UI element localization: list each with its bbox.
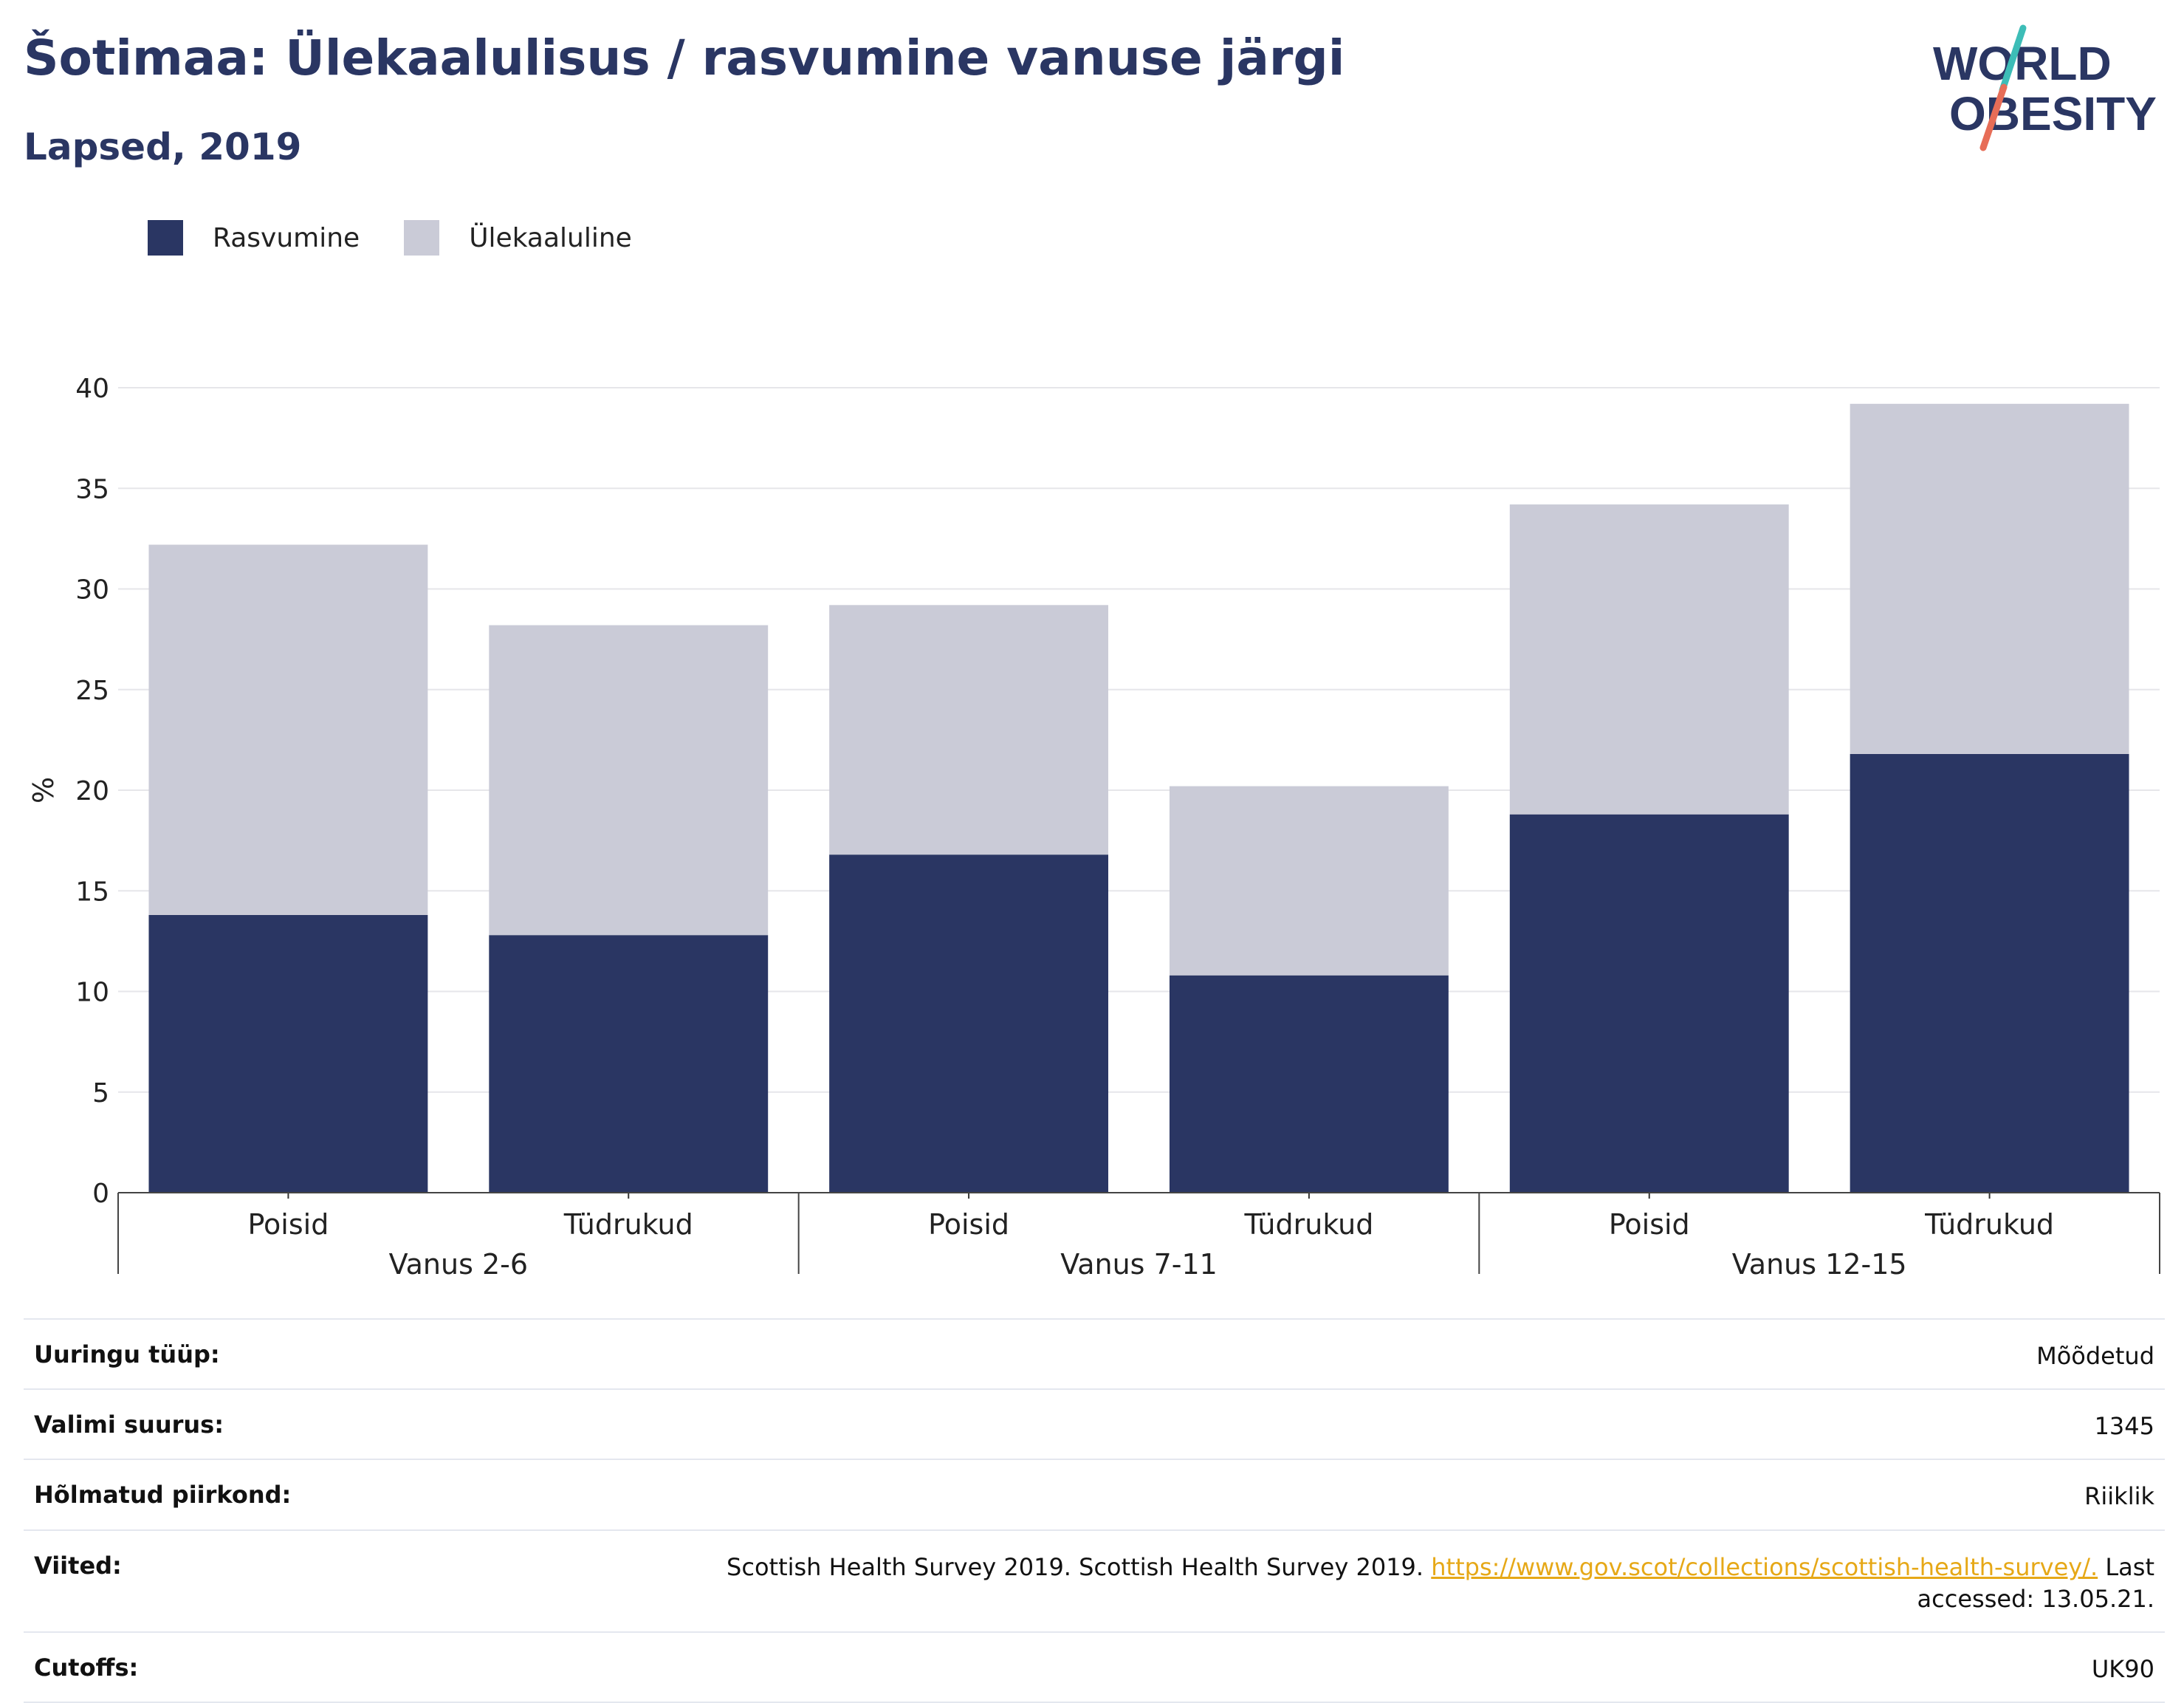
legend-swatch-rasvumine (148, 220, 183, 256)
bar-rasvumine (148, 914, 428, 1193)
info-value: Scottish Health Survey 2019. Scottish He… (604, 1552, 2154, 1615)
x-tick-label: Poisid (247, 1208, 329, 1241)
bar-ulekaaluline (1169, 786, 1449, 976)
info-label: Valimi suurus: (34, 1411, 224, 1439)
bar-rasvumine (1169, 975, 1449, 1193)
bar-rasvumine (1509, 814, 1789, 1193)
bar-rasvumine (829, 854, 1109, 1193)
info-value: UK90 (2091, 1654, 2154, 1683)
bar-ulekaaluline (1850, 403, 2129, 754)
x-tick-label: Tüdrukud (563, 1208, 693, 1241)
y-tick-label: 0 (92, 1179, 109, 1209)
legend-item-ulekaaluline: Ülekaaluline (404, 220, 632, 256)
y-tick-label: 40 (75, 374, 109, 404)
logo-slash-coral (1979, 83, 2008, 151)
bar-ulekaaluline (489, 625, 769, 936)
reference-link[interactable]: https://www.gov.scot/collections/scottis… (1431, 1552, 2098, 1581)
logo-line-1: WORLD (1933, 37, 2112, 90)
reference-accessed: Last accessed: 13.05.21. (1917, 1552, 2154, 1613)
x-tick-label: Tüdrukud (1924, 1208, 2054, 1241)
chart-subtitle: Lapsed, 2019 (24, 126, 302, 168)
x-group-label: Vanus 12-15 (1732, 1248, 1907, 1281)
x-tick-label: Poisid (928, 1208, 1009, 1241)
info-label: Viited: (34, 1551, 122, 1580)
bar-ulekaaluline (829, 605, 1109, 855)
world-obesity-logo: WORLD OBESITY (1933, 24, 2157, 151)
logo-slash-teal (1999, 24, 2027, 94)
bar-ulekaaluline (1509, 504, 1789, 815)
info-value: Riiklik (2084, 1482, 2154, 1511)
info-row-references: Viited: Scottish Health Survey 2019. Sco… (24, 1529, 2165, 1631)
legend-swatch-ulekaaluline (404, 220, 440, 256)
chart-legend: Rasvumine Ülekaaluline (148, 219, 676, 257)
bar-rasvumine (489, 935, 769, 1193)
logo-line-2: OBESITY (1949, 87, 2157, 140)
y-tick-label: 10 (75, 978, 109, 1008)
info-label: Cutoffs: (34, 1653, 139, 1682)
info-table: Uuringu tüüp: Mõõdetud Valimi suurus: 13… (24, 1318, 2165, 1703)
y-tick-label: 5 (92, 1078, 109, 1109)
info-value: 1345 (2094, 1412, 2154, 1441)
x-group-label: Vanus 7-11 (1060, 1248, 1218, 1281)
info-label: Uuringu tüüp: (34, 1340, 220, 1368)
bar-ulekaaluline (148, 544, 428, 915)
chart-title: Šotimaa: Ülekaalulisus / rasvumine vanus… (24, 30, 1345, 86)
legend-label-ulekaaluline: Ülekaaluline (469, 222, 632, 253)
y-tick-label: 15 (75, 877, 109, 907)
info-row-survey-type: Uuringu tüüp: Mõõdetud (24, 1318, 2165, 1388)
info-value: Mõõdetud (2036, 1342, 2154, 1370)
info-row-area-covered: Hõlmatud piirkond: Riiklik (24, 1459, 2165, 1529)
bar-rasvumine (1850, 753, 2129, 1193)
info-row-cutoffs: Cutoffs: UK90 (24, 1631, 2165, 1703)
info-row-sample-size: Valimi suurus: 1345 (24, 1388, 2165, 1459)
x-tick-label: Tüdrukud (1243, 1208, 1373, 1241)
y-tick-label: 30 (75, 575, 109, 606)
y-axis-label: % (27, 777, 60, 803)
x-tick-label: Poisid (1609, 1208, 1690, 1241)
legend-item-rasvumine: Rasvumine (148, 220, 360, 256)
info-label: Hõlmatud piirkond: (34, 1481, 292, 1510)
reference-text: Scottish Health Survey 2019. Scottish He… (727, 1552, 1432, 1581)
x-group-label: Vanus 2-6 (389, 1248, 528, 1281)
y-tick-label: 25 (75, 676, 109, 706)
stacked-bar-chart: 0 5 10 15 20 25 30 35 40% Poisid Tüdrukud Vanus 2-6… (27, 374, 2160, 1281)
y-tick-label: 20 (75, 776, 109, 806)
legend-label-rasvumine: Rasvumine (213, 222, 360, 253)
y-tick-label: 35 (75, 474, 109, 504)
